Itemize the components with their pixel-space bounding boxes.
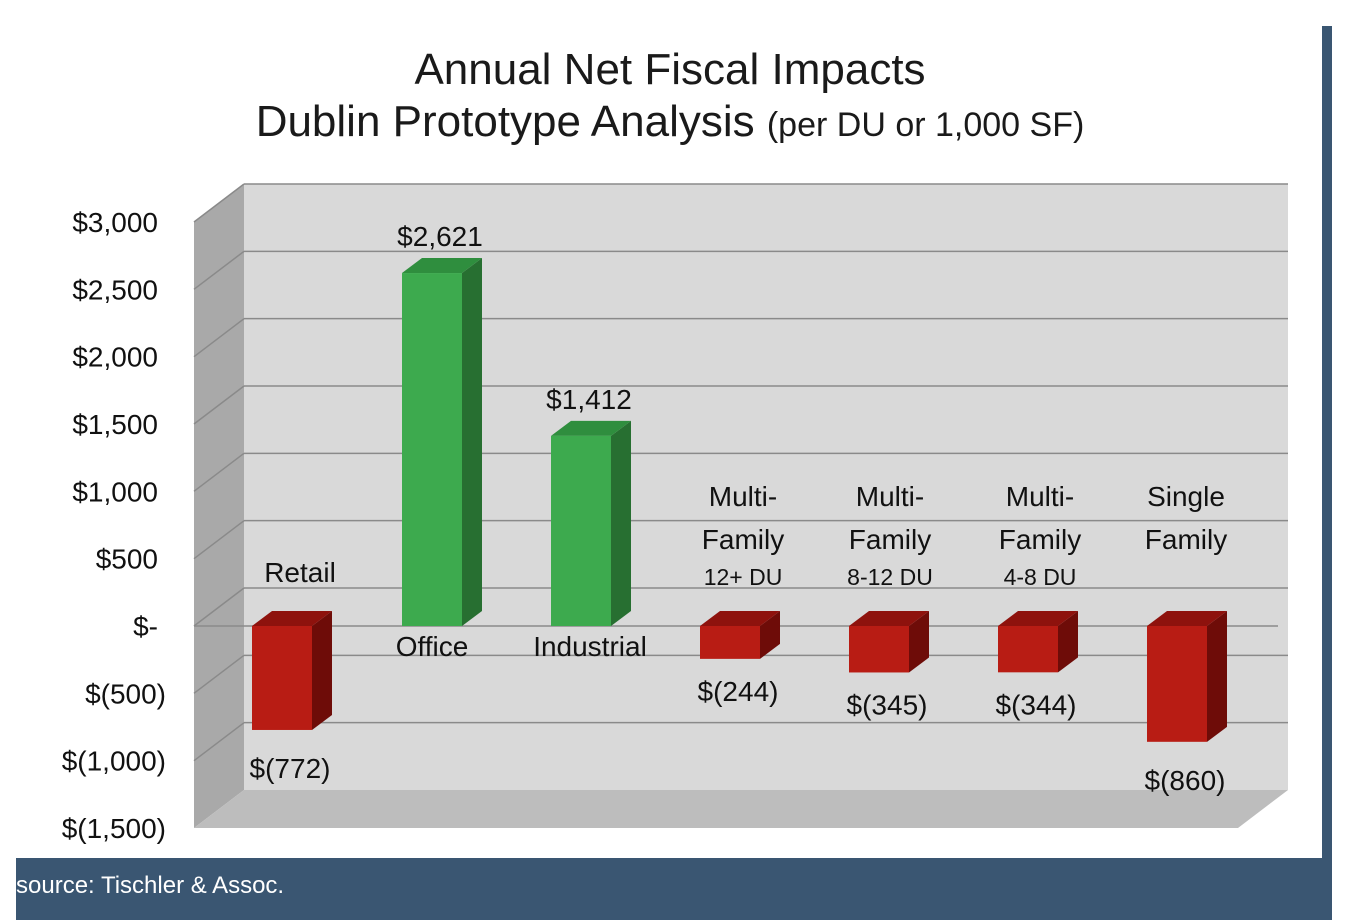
title-line-2-main: Dublin Prototype Analysis — [255, 97, 755, 146]
category-label: Family — [849, 524, 931, 555]
bar-top — [252, 611, 332, 626]
gridline-side — [193, 452, 245, 492]
category-label: Multi- — [856, 481, 924, 512]
bar-side — [611, 420, 631, 626]
category-sublabel: 8-12 DU — [847, 564, 933, 590]
y-tick-label: $1,000 — [72, 476, 158, 507]
bar-top — [998, 611, 1078, 626]
y-tick-label: $(1,000) — [62, 746, 166, 777]
bar-side — [909, 611, 929, 673]
bar-top — [551, 420, 631, 436]
bar-side — [462, 258, 482, 626]
gridline-side — [193, 654, 245, 694]
title-line-1: Annual Net Fiscal Impacts — [414, 45, 926, 94]
y-tick-label: $(500) — [85, 678, 166, 709]
category-label: Single — [1147, 481, 1225, 512]
y-tick-label: $2,000 — [72, 342, 158, 373]
chart: $3,000 $2,500 $2,000 $1,500 $1,000 $500 $- $(50… — [62, 183, 1288, 844]
category-label: Multi- — [709, 481, 777, 512]
bar-top — [402, 258, 482, 274]
y-tick-label: $- — [133, 611, 158, 642]
category-label: Multi- — [1006, 481, 1074, 512]
gridline-side — [193, 318, 245, 358]
data-label: $(344) — [996, 689, 1077, 720]
bar — [700, 626, 760, 659]
gridline-side — [193, 183, 245, 223]
plot-side-wall — [194, 184, 244, 828]
data-label: $(345) — [847, 689, 928, 720]
bar-top — [700, 611, 780, 626]
category-sublabel: 4-8 DU — [1004, 564, 1077, 590]
bar — [252, 626, 312, 730]
gridline-side — [193, 587, 245, 627]
bar — [1147, 626, 1207, 742]
y-tick-label: $500 — [96, 544, 158, 575]
plot-floor — [194, 790, 1288, 828]
data-label: $2,621 — [397, 221, 483, 252]
data-label: $(244) — [698, 676, 779, 707]
gridline-side — [193, 520, 245, 560]
data-label: $1,412 — [546, 384, 632, 415]
category-label: Family — [702, 524, 784, 555]
category-label: Retail — [264, 557, 336, 588]
y-tick-label: $(1,500) — [62, 813, 166, 844]
bar-top — [849, 611, 929, 626]
title-line-2-suffix: (per DU or 1,000 SF) — [766, 106, 1085, 144]
category-label: Industrial — [533, 631, 647, 662]
bar — [849, 626, 909, 673]
bar-top — [1147, 611, 1227, 626]
chart-title: Annual Net Fiscal Impacts Dublin Prototy… — [0, 44, 1340, 151]
bar — [402, 273, 462, 626]
bar — [551, 435, 611, 626]
y-tick-label: $3,000 — [72, 207, 158, 238]
data-label: $(772) — [250, 753, 331, 784]
y-tick-label: $1,500 — [72, 409, 158, 440]
category-label: Family — [1145, 524, 1227, 555]
category-sublabel: 12+ DU — [704, 564, 783, 590]
data-label: $(860) — [1145, 765, 1226, 796]
category-label: Family — [999, 524, 1081, 555]
bar — [998, 626, 1058, 673]
gridline-side — [193, 722, 245, 762]
gridline-side — [193, 250, 245, 290]
gridline-side — [193, 385, 245, 425]
right-frame-bar — [1322, 26, 1332, 860]
bar-side — [312, 611, 332, 730]
source-note: source: Tischler & Assoc. — [16, 872, 285, 899]
category-label: Office — [396, 631, 469, 662]
bar-side — [1058, 611, 1078, 673]
bar-side — [1207, 611, 1227, 742]
bar-side — [760, 611, 780, 659]
y-tick-label: $2,500 — [72, 274, 158, 305]
title-line-2: Dublin Prototype Analysis (per DU or 1,0… — [0, 96, 1340, 151]
footer-bar — [16, 858, 1332, 920]
